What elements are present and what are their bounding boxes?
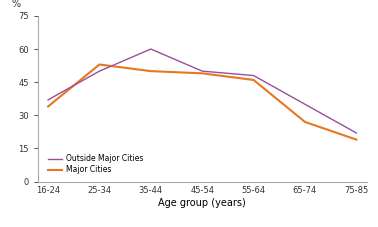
Outside Major Cities (97, 70, 102, 72)
Major Cities (354, 138, 359, 141)
Outside Major Cities (303, 103, 307, 106)
Line: Major Cities: Major Cities (48, 64, 356, 140)
Major Cities (149, 70, 153, 72)
Major Cities (251, 79, 256, 81)
Outside Major Cities (200, 70, 204, 72)
Major Cities (303, 121, 307, 123)
Outside Major Cities (354, 132, 359, 134)
Major Cities (46, 105, 50, 108)
Outside Major Cities (149, 48, 153, 50)
X-axis label: Age group (years): Age group (years) (158, 198, 246, 208)
Major Cities (200, 72, 204, 75)
Text: %: % (11, 0, 21, 9)
Outside Major Cities (251, 74, 256, 77)
Outside Major Cities (46, 99, 50, 101)
Legend: Outside Major Cities, Major Cities: Outside Major Cities, Major Cities (48, 154, 143, 175)
Major Cities (97, 63, 102, 66)
Line: Outside Major Cities: Outside Major Cities (48, 49, 356, 133)
